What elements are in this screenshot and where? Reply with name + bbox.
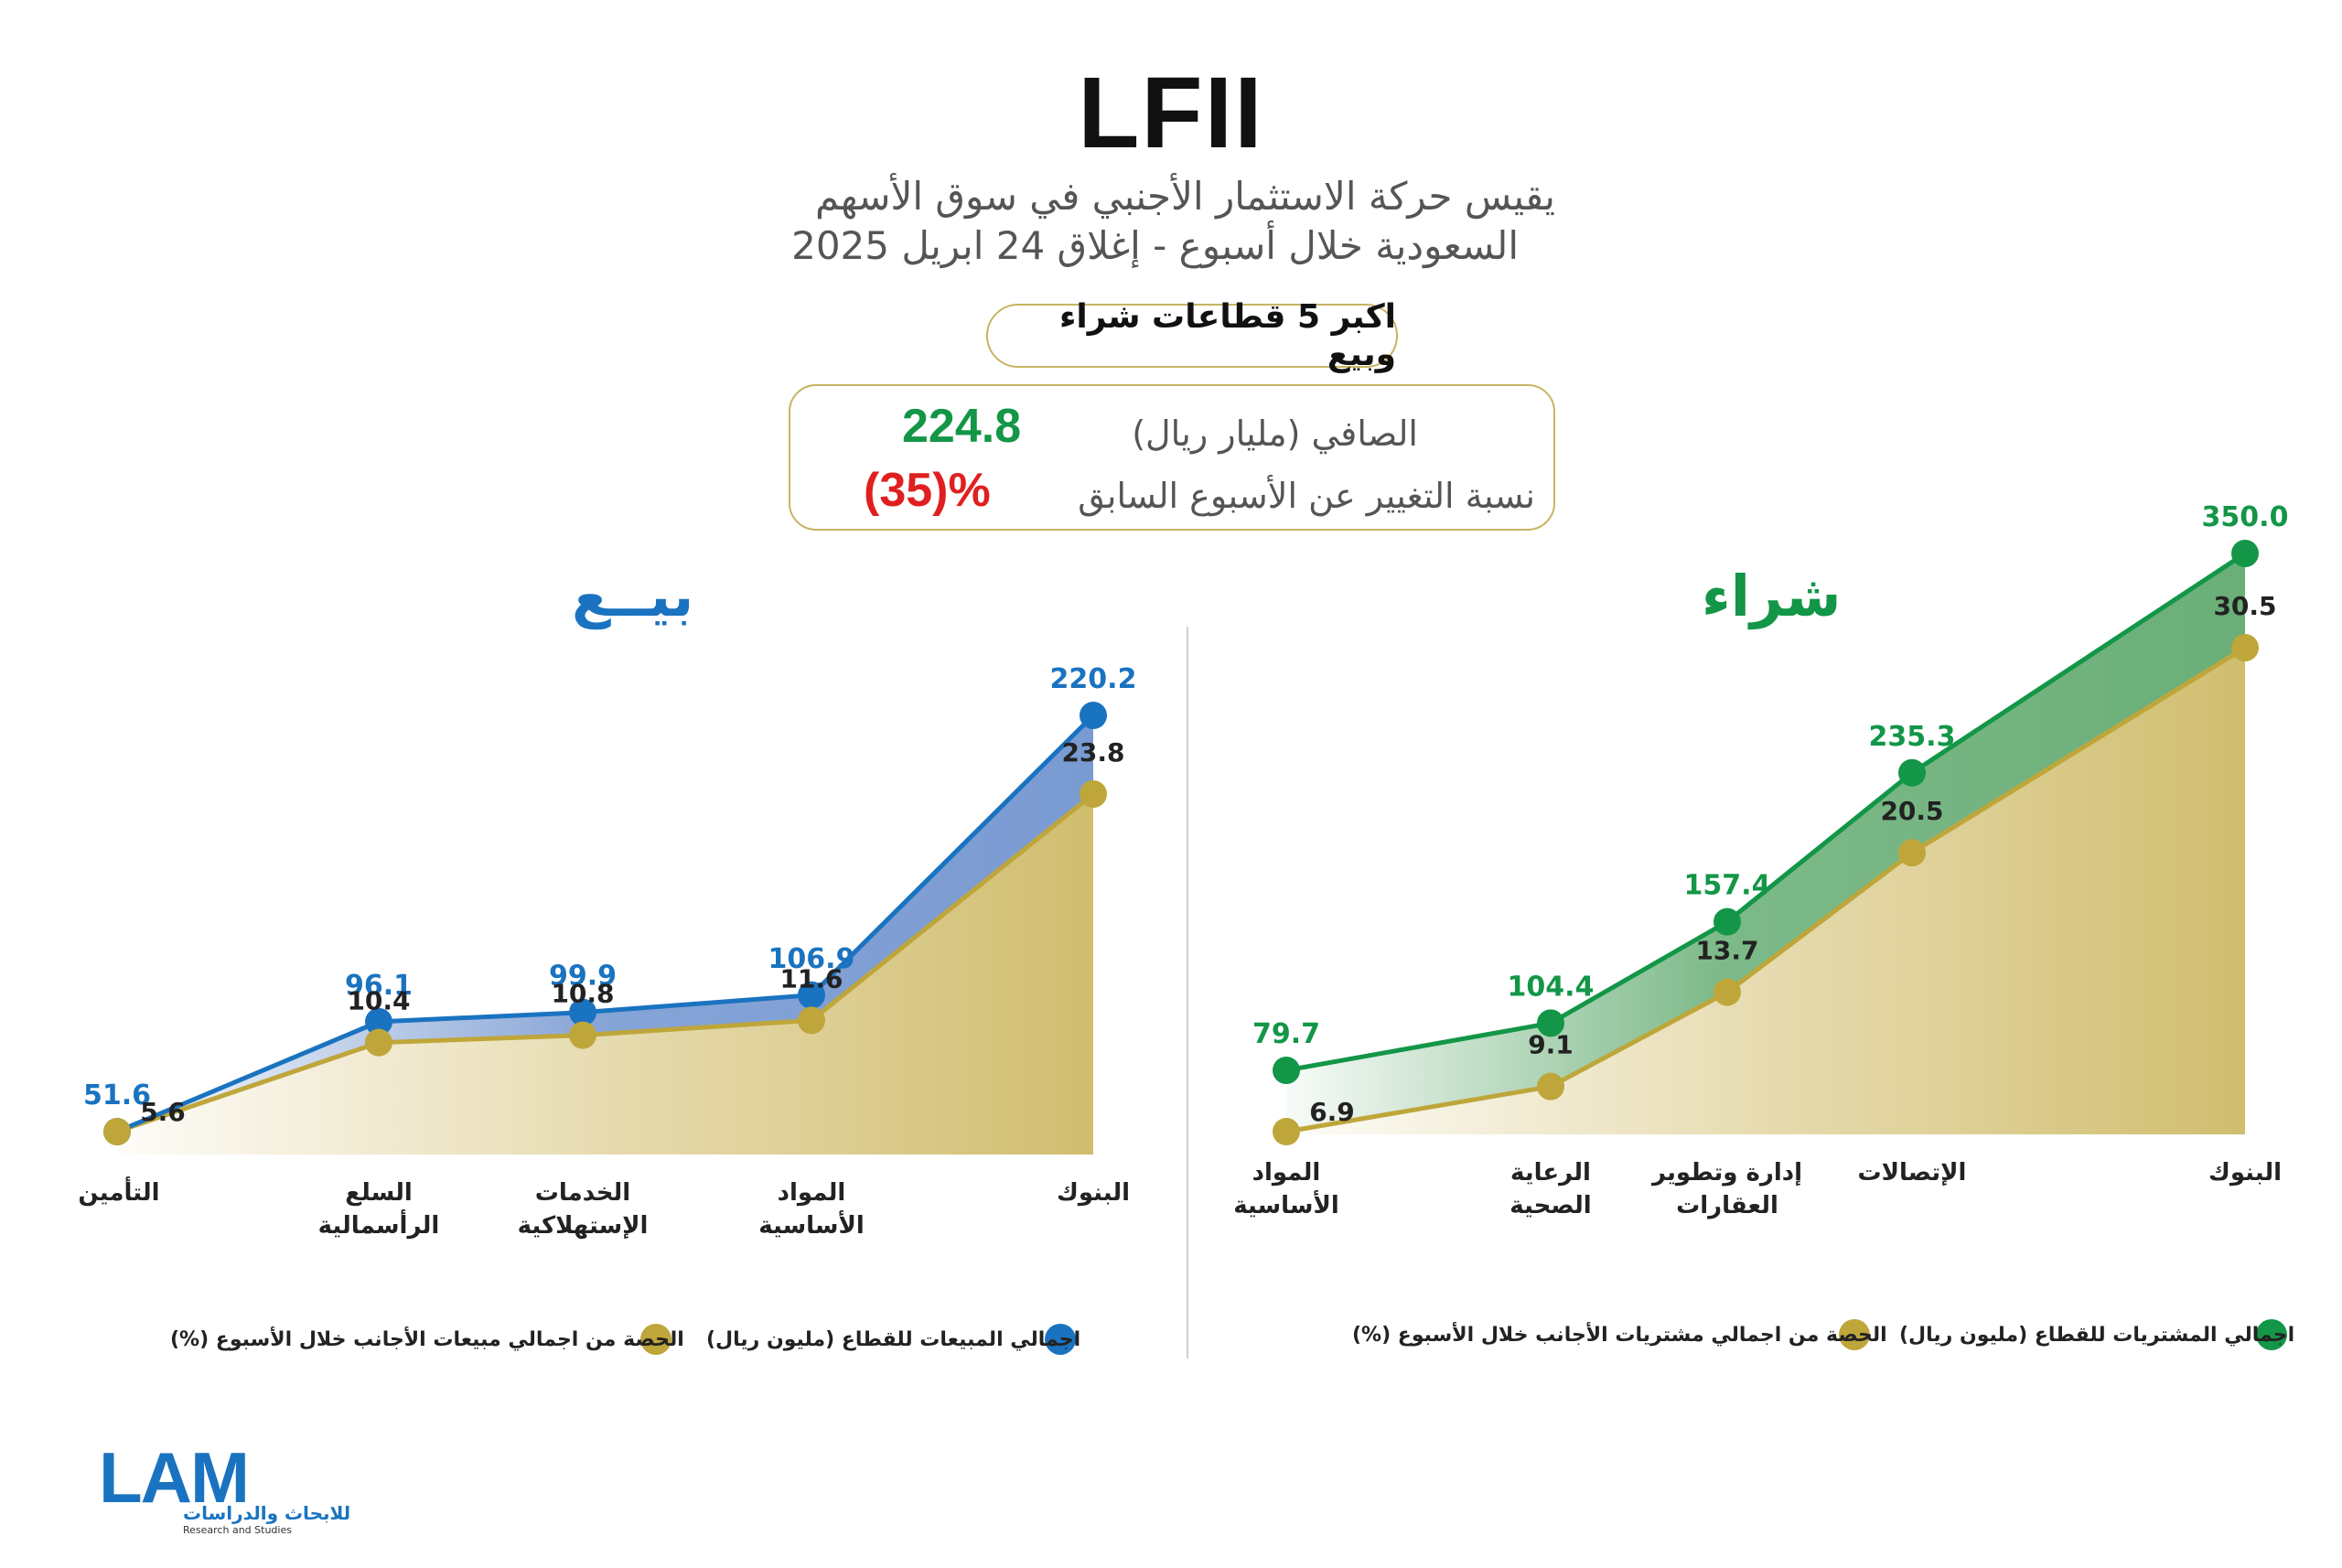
sell-total-label: 106.9	[768, 943, 855, 975]
lam-logo: LAM	[99, 1437, 250, 1518]
buy-category-label: الرعاية	[1510, 1159, 1591, 1187]
buy-share-label: 9.1	[1528, 1030, 1574, 1060]
buy-category-label: الأساسية	[1233, 1190, 1339, 1219]
page-title: LFII	[1078, 57, 1264, 169]
legend-sell-share: الحصة من اجمالي مبيعات الأجانب خلال الأس…	[170, 1328, 684, 1351]
top-sectors-label: اكبر 5 قطاعات شراء وبيع	[1058, 298, 1396, 373]
buy-panel-title: شراء	[1702, 563, 1842, 629]
buy-share-label: 30.5	[2213, 591, 2276, 621]
legend-sell-share-dot	[640, 1324, 671, 1355]
sell-share-point	[103, 1118, 131, 1145]
sell-share-point	[798, 1006, 825, 1035]
buy-total-label: 104.4	[1508, 971, 1595, 1003]
buy-share-point	[1714, 978, 1741, 1006]
net-label: الصافي (مليار ريال)	[1132, 413, 1418, 454]
sell-share-label: 10.4	[347, 986, 410, 1016]
buy-total-point	[2231, 540, 2259, 567]
subtitle-line-1: يقيس حركة الاستثمار الأجنبي في سوق الأسه…	[814, 174, 1555, 219]
lam-logo-arabic: للابحاث والدراسات	[183, 1502, 351, 1524]
buy-share-point	[1273, 1118, 1300, 1145]
sell-share-point	[365, 1028, 392, 1057]
buy-total-point	[1898, 758, 1926, 787]
buy-category-label: البنوك	[2208, 1159, 2282, 1187]
summary-box: الصافي (مليار ريال) 224.8 نسبة التغيير ع…	[789, 384, 1555, 531]
sell-total-point	[1080, 702, 1107, 729]
sell-panel-title: بيــع	[572, 563, 694, 629]
sell-category-label: الخدمات	[535, 1179, 630, 1207]
buy-category-label: الإتصالات	[1858, 1159, 1967, 1187]
legend-buy-share-dot	[1839, 1319, 1870, 1350]
sell-chart: 51.6 96.1 99.9 106.9 220.2 5.6 10.4 10.8 11.6 23.…	[78, 663, 1136, 1240]
buy-total-point	[1273, 1057, 1300, 1084]
legend-sell-total: اجمالي المبيعات للقطاع (مليون ريال)	[706, 1328, 1081, 1351]
sell-total-label: 220.2	[1050, 663, 1137, 695]
sell-category-label: المواد	[778, 1179, 846, 1207]
sell-share-label: 23.8	[1061, 737, 1124, 768]
legend-buy-total-dot	[2256, 1319, 2287, 1350]
buy-share-point	[2231, 634, 2259, 661]
sell-total-label: 99.9	[549, 961, 617, 993]
net-value: 224.8	[902, 400, 1022, 453]
buy-category-label: العقارات	[1676, 1192, 1778, 1219]
top-sectors-pill: اكبر 5 قطاعات شراء وبيع	[986, 298, 1398, 373]
sell-category-label: التأمين	[78, 1176, 159, 1207]
sell-total-label: 51.6	[83, 1079, 151, 1112]
sell-category-label: الإستهلاكية	[518, 1212, 649, 1240]
buy-total-label: 350.0	[2202, 501, 2289, 533]
legend-buy-share: الحصة من اجمالي مشتريات الأجانب خلال الأ…	[1352, 1324, 1887, 1347]
buy-total-point	[1714, 908, 1741, 936]
buy-share-label: 6.9	[1309, 1097, 1355, 1127]
buy-share-area	[1286, 648, 2245, 1134]
sell-category-label: البنوك	[1057, 1179, 1130, 1207]
buy-category-label: الصحية	[1509, 1192, 1591, 1219]
legend-sell-total-dot	[1045, 1324, 1076, 1355]
buy-share-point	[1898, 839, 1926, 867]
change-label: نسبة التغيير عن الأسبوع السابق	[1078, 476, 1535, 516]
buy-share-point	[1537, 1072, 1564, 1101]
buy-category-label: المواد	[1252, 1159, 1321, 1187]
sell-total-label: 96.1	[345, 970, 413, 1002]
buy-category-label: إدارة وتطوير	[1650, 1159, 1802, 1187]
buy-chart: 79.7 104.4 157.4 235.3 350.0 6.9 9.1 13.7 20.5 30…	[1233, 501, 2288, 1219]
sell-share-point	[569, 1021, 596, 1049]
legend-buy-total: اجمالي المشتريات للقطاع (مليون ريال)	[1899, 1324, 2295, 1347]
change-value: (35)%	[864, 464, 991, 517]
buy-total-label: 235.3	[1869, 721, 1956, 753]
sell-total-point	[569, 998, 596, 1026]
sell-category-label: الرأسمالية	[318, 1209, 440, 1240]
subtitle-line-2: السعودية خلال أسبوع - إغلاق 24 ابريل 202…	[791, 223, 1519, 268]
sell-total-point	[365, 1007, 392, 1036]
sell-total-band	[117, 715, 1093, 1132]
panel-divider	[1187, 627, 1188, 1359]
buy-total-label: 157.4	[1684, 870, 1771, 902]
sell-category-label: السلع	[345, 1179, 413, 1207]
sell-share-point	[1080, 780, 1107, 808]
buy-share-label: 13.7	[1695, 936, 1758, 966]
sell-category-label: الأساسية	[758, 1210, 865, 1240]
buy-share-label: 20.5	[1880, 796, 1943, 826]
sell-share-label: 11.6	[779, 963, 843, 993]
buy-total-point	[1537, 1009, 1564, 1037]
sell-share-label: 10.8	[551, 979, 614, 1009]
buy-total-band	[1286, 553, 2245, 1132]
sell-share-area	[117, 794, 1093, 1155]
lam-logo-english: Research and Studies	[183, 1524, 292, 1536]
sell-total-point	[798, 981, 825, 1009]
buy-total-label: 79.7	[1252, 1018, 1320, 1050]
sell-share-label: 5.6	[140, 1097, 186, 1127]
